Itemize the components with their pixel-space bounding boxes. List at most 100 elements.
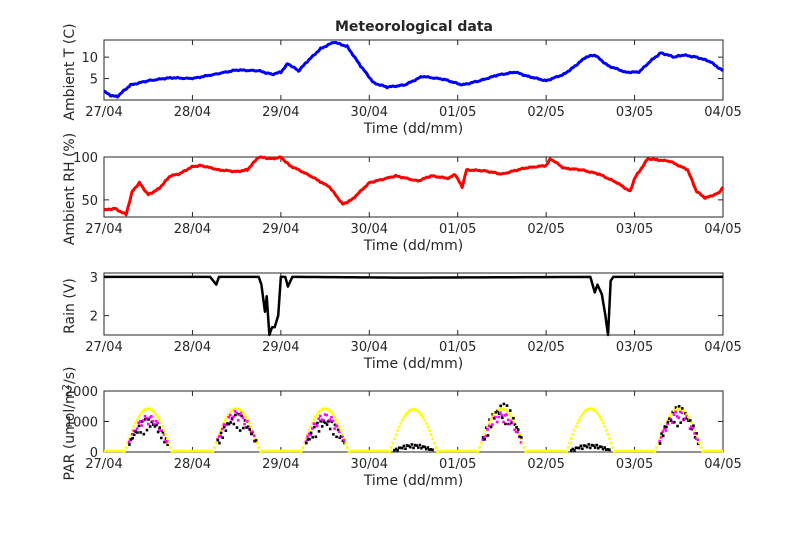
par-clear-sky-point: [405, 411, 409, 415]
par-clear-sky-point: [677, 407, 681, 410]
x-axis-label: Time (dd/mm): [363, 238, 463, 254]
par-clear-sky-point: [428, 429, 431, 432]
par-measured-point-a: [246, 420, 250, 423]
y-tick-label: 1000: [65, 416, 98, 431]
par-measured-point-b: [600, 445, 603, 449]
par-clear-sky-point: [299, 450, 303, 454]
par-measured-point-b: [308, 437, 311, 441]
par-measured-point-b: [158, 426, 162, 429]
par-clear-sky-point: [521, 441, 524, 445]
x-tick-label: 27/04: [85, 222, 122, 237]
par-clear-sky-point: [491, 415, 494, 419]
par-measured-point-a: [336, 425, 340, 428]
par-clear-sky-point: [598, 415, 602, 419]
par-measured-point-b: [581, 447, 584, 451]
par-measured-point-a: [318, 414, 322, 418]
par-measured-point-b: [426, 446, 430, 449]
par-measured-point-b: [136, 431, 139, 434]
par-measured-point-a: [153, 423, 156, 426]
par-measured-point-b: [577, 446, 581, 450]
par-clear-sky-point: [127, 437, 131, 440]
par-clear-sky-point: [257, 446, 261, 449]
par-clear-sky-point: [518, 433, 521, 436]
par-clear-sky-point: [159, 421, 163, 425]
par-measured-point-b: [508, 409, 512, 412]
par-measured-point-b: [153, 425, 157, 428]
par-measured-point-b: [396, 449, 399, 452]
plot-area: [103, 39, 724, 101]
par-measured-point-a: [249, 430, 253, 434]
par-measured-point-a: [135, 427, 139, 430]
par-measured-point-a: [511, 421, 515, 425]
par-measured-point-b: [677, 405, 681, 408]
par-measured-point-b: [316, 421, 319, 425]
par-measured-point-b: [598, 445, 602, 448]
par-measured-point-a: [502, 420, 505, 424]
par-measured-point-b: [155, 423, 158, 427]
par-measured-point-b: [663, 425, 667, 428]
par-clear-sky-point: [690, 421, 693, 425]
par-measured-point-b: [311, 435, 314, 439]
par-clear-sky-point: [167, 441, 171, 445]
par-clear-sky-point: [479, 441, 483, 445]
par-clear-sky-point: [601, 421, 605, 425]
par-clear-sky-point: [161, 425, 164, 428]
panels: 27/04 28/04 29/04 30/04 01/05 02/05 03/05 04/05…: [61, 23, 742, 489]
par-clear-sky-point: [314, 415, 317, 419]
par-clear-sky-point: [404, 413, 407, 417]
par-measured-point-a: [137, 421, 140, 424]
par-clear-sky-point: [675, 407, 679, 411]
par-measured-point-b: [579, 444, 583, 448]
par-measured-point-a: [159, 429, 163, 432]
par-clear-sky-point: [590, 407, 594, 411]
par-measured-point-a: [248, 426, 251, 430]
par-measured-point-b: [666, 420, 670, 424]
par-measured-point-a: [162, 433, 166, 436]
par-clear-sky-point: [604, 429, 608, 432]
par-clear-sky-point: [693, 429, 697, 432]
par-measured-point-a: [677, 416, 681, 419]
par-clear-sky-point: [399, 422, 403, 425]
par-clear-sky-point: [569, 437, 573, 440]
par-clear-sky-point: [573, 429, 576, 432]
par-measured-point-b: [222, 425, 226, 429]
par-measured-point-b: [235, 426, 239, 429]
par-clear-sky-point: [579, 415, 583, 419]
par-clear-sky-point: [589, 407, 592, 410]
par-clear-sky-point: [571, 433, 575, 436]
par-clear-sky-point: [566, 446, 570, 449]
par-clear-sky-point: [238, 408, 242, 411]
par-clear-sky-point: [513, 421, 516, 425]
par-measured-point-a: [338, 430, 341, 434]
par-clear-sky-point: [259, 450, 262, 454]
par-measured-point-b: [245, 426, 248, 429]
par-measured-point-a: [244, 418, 248, 422]
par-measured-point-b: [420, 446, 423, 450]
par-clear-sky-point: [587, 407, 591, 411]
par-measured-point-a: [674, 410, 677, 414]
par-measured-point-b: [137, 424, 141, 428]
par-measured-point-b: [142, 432, 146, 436]
par-measured-point-a: [685, 415, 689, 418]
par-measured-point-b: [401, 446, 404, 450]
par-clear-sky-point: [317, 411, 321, 414]
par-measured-point-a: [675, 415, 679, 418]
par-measured-point-a: [328, 418, 332, 422]
par-clear-sky-point: [162, 429, 166, 432]
par-measured-point-b: [423, 445, 426, 449]
par-clear-sky-point: [397, 425, 401, 429]
x-tick-label: 27/04: [85, 105, 122, 120]
par-clear-sky-point: [699, 446, 703, 449]
par-measured-point-b: [405, 444, 409, 447]
par-measured-point-a: [240, 411, 243, 415]
par-clear-sky-point: [658, 437, 661, 440]
par-measured-point-b: [584, 444, 587, 448]
par-clear-sky-point: [129, 433, 133, 436]
par-clear-sky-point: [309, 425, 313, 428]
par-measured-point-a: [219, 434, 223, 438]
par-clear-sky-point: [667, 415, 671, 419]
par-clear-sky-point: [241, 411, 245, 414]
x-tick-label: 30/04: [351, 222, 388, 237]
x-tick-label: 04/05: [704, 457, 741, 472]
